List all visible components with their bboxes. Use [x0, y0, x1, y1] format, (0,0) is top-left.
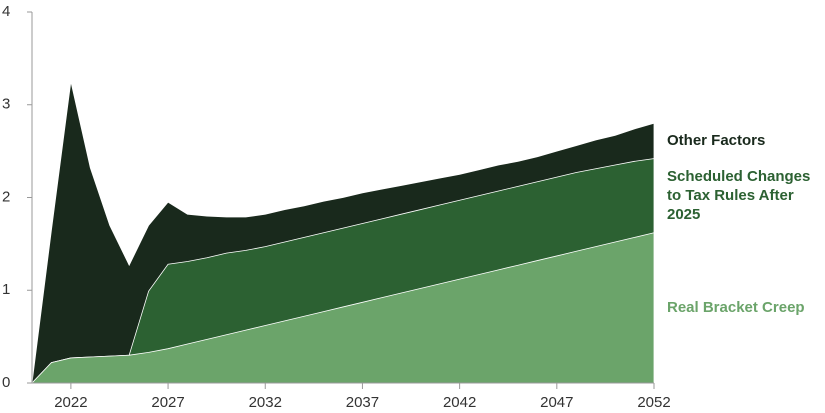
y-tick-label: 2: [2, 188, 10, 205]
area: [31, 232, 655, 384]
x-tick-label: 2042: [443, 394, 476, 411]
x-tick-label: 2047: [540, 394, 573, 411]
legend-label: Real Bracket Creep: [667, 299, 805, 317]
y-tick-label: 4: [2, 3, 10, 20]
legend-label: Scheduled Changes to Tax Rules After 202…: [667, 168, 811, 224]
x-tick-label: 2022: [54, 394, 87, 411]
y-tick-label: 3: [2, 96, 10, 113]
legend-label: Other Factors: [667, 132, 766, 150]
x-tick-label: 2027: [151, 394, 184, 411]
x-tick-label: 2052: [637, 394, 670, 411]
x-tick-label: 2037: [346, 394, 379, 411]
x-tick-label: 2032: [249, 394, 282, 411]
y-tick-label: 1: [2, 281, 10, 298]
y-tick-label: 0: [2, 374, 10, 391]
